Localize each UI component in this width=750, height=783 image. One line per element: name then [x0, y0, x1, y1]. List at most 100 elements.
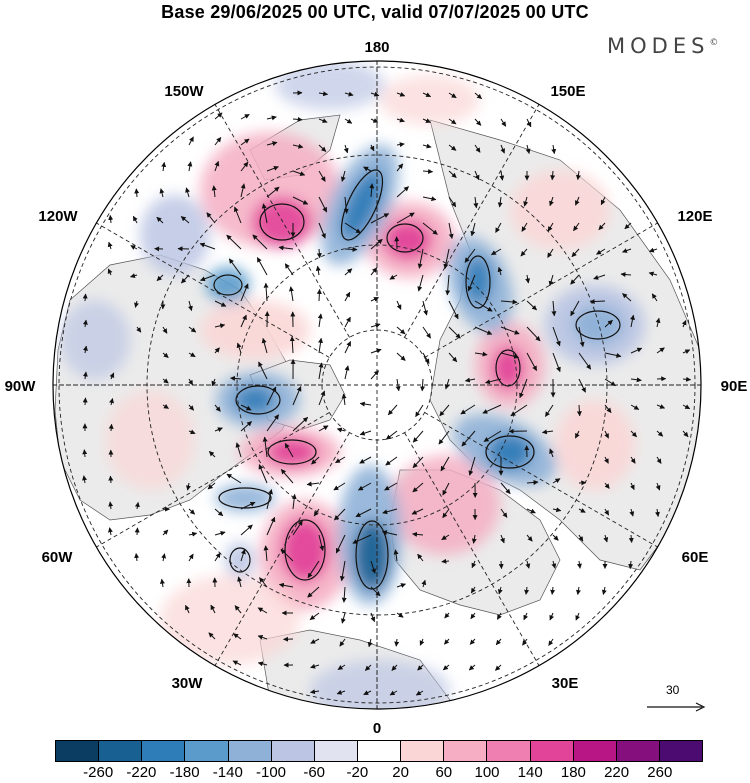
wind-vector: [370, 267, 378, 276]
wind-vector: [188, 300, 193, 312]
wind-vector: [526, 534, 533, 542]
wind-vector: [318, 425, 329, 432]
wind-vector: [159, 578, 165, 588]
wind-vector: [307, 586, 320, 598]
wind-vector: [339, 560, 346, 582]
wind-vector: [417, 664, 424, 671]
wind-vector: [441, 534, 450, 541]
wind-vector: [526, 300, 537, 311]
wind-vector: [471, 560, 477, 569]
wind-vector: [214, 552, 221, 562]
wind-vector: [258, 464, 268, 484]
wind-vector: [438, 430, 450, 445]
polar-map[interactable]: 180 150W 150E 120W 120E 90W 90E 60W 60E …: [0, 0, 750, 735]
wind-vector: [444, 378, 450, 390]
wind-vector: [622, 248, 632, 253]
wind-vector: [604, 482, 610, 489]
anomaly-negative: [215, 484, 275, 512]
anomaly-negative: [354, 520, 390, 590]
wind-vector: [181, 274, 190, 284]
wind-vector: [109, 372, 115, 380]
wind-vector: [483, 430, 502, 442]
wind-vectors: [82, 90, 692, 696]
wind-vector: [620, 272, 632, 277]
wind-vector: [549, 196, 554, 207]
wind-vector: [415, 404, 424, 418]
wind-vector: [266, 516, 276, 536]
wind-vector: [337, 664, 346, 671]
anomaly-positive: [281, 518, 329, 582]
wind-vector: [188, 404, 195, 411]
contour-line: [259, 203, 305, 241]
wind-vector: [107, 241, 113, 250]
wind-vector: [335, 456, 346, 464]
wind-vector: [156, 274, 164, 281]
wind-vector: [318, 390, 326, 406]
wind-vector: [550, 586, 556, 595]
wind-vector: [341, 586, 347, 603]
wind-vector: [266, 489, 273, 510]
height-anomaly-shading: [60, 61, 645, 709]
wind-vector: [521, 222, 528, 232]
wind-vector: [370, 238, 383, 250]
wind-vector: [343, 196, 349, 214]
wind-vector: [496, 612, 502, 620]
wind-vector: [497, 586, 503, 595]
wind-vector: [448, 144, 457, 151]
wind-vector: [387, 404, 398, 416]
wind-vector: [510, 404, 528, 417]
wind-vector: [682, 404, 691, 410]
wind-vector: [552, 534, 559, 541]
wind-vector: [467, 274, 476, 292]
anomaly-positive: [510, 170, 610, 250]
wind-vector: [180, 216, 190, 224]
lon-label-150w: 150W: [164, 83, 204, 100]
wind-vector: [134, 553, 140, 562]
wind-vector: [439, 404, 450, 417]
wind-vector: [500, 144, 505, 154]
wind-vector: [474, 170, 480, 181]
longitude-labels: 180 150W 150E 120W 120E 90W 90E 60W 60E …: [5, 39, 748, 735]
wind-vector: [552, 478, 561, 484]
wind-vector: [628, 560, 634, 570]
wind-vector: [132, 215, 138, 224]
colorbar-tick-label: 260: [647, 764, 673, 781]
wind-vector: [630, 456, 636, 464]
wind-vector: [156, 216, 164, 224]
wind-vector: [266, 386, 277, 406]
wind-vector: [442, 482, 450, 496]
wind-vector: [318, 196, 328, 213]
wind-vector: [214, 404, 221, 412]
wind-vector: [318, 91, 329, 97]
colorbar-segment: [356, 741, 401, 761]
anomaly-positive: [390, 455, 500, 555]
contour-line: [213, 274, 243, 296]
wind-vector: [186, 482, 191, 491]
wind-vector: [499, 170, 505, 181]
wind-vector: [188, 378, 194, 386]
lon-label-60e: 60E: [682, 549, 709, 566]
wind-vector: [474, 351, 488, 357]
wind-vector: [526, 118, 532, 128]
wind-vector: [211, 378, 217, 387]
wind-vector: [333, 482, 346, 491]
wind-vector: [162, 326, 168, 334]
wind-vector: [551, 560, 557, 569]
wind-vector: [355, 508, 372, 518]
wind-vector: [367, 638, 373, 648]
wind-vector: [352, 534, 372, 544]
wind-vector: [571, 248, 580, 258]
wind-vector: [630, 404, 640, 410]
wind-vector: [624, 222, 632, 230]
wind-vector: [292, 143, 304, 149]
wind-vector: [445, 274, 451, 296]
wind-vector: [464, 377, 476, 383]
wind-vector: [604, 319, 613, 328]
wind-vector: [252, 234, 268, 250]
wind-vector: [422, 92, 432, 98]
wind-vector: [395, 378, 401, 392]
wind-vector: [655, 508, 660, 517]
wind-vector: [318, 362, 324, 380]
wind-vector: [622, 293, 632, 302]
wind-vector: [284, 442, 294, 458]
